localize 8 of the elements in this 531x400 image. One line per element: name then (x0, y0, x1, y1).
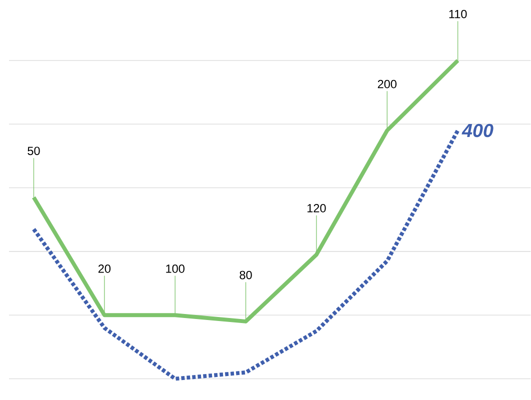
annotation: 80 (240, 271, 252, 280)
series-label: 400 (462, 124, 494, 138)
annotation: 50 (28, 146, 40, 156)
annotation: 100 (166, 264, 184, 274)
annotation: 110 (449, 10, 467, 18)
annotation: 120 (308, 204, 326, 213)
annotation: 200 (378, 80, 397, 88)
annotation: 20 (98, 264, 111, 274)
